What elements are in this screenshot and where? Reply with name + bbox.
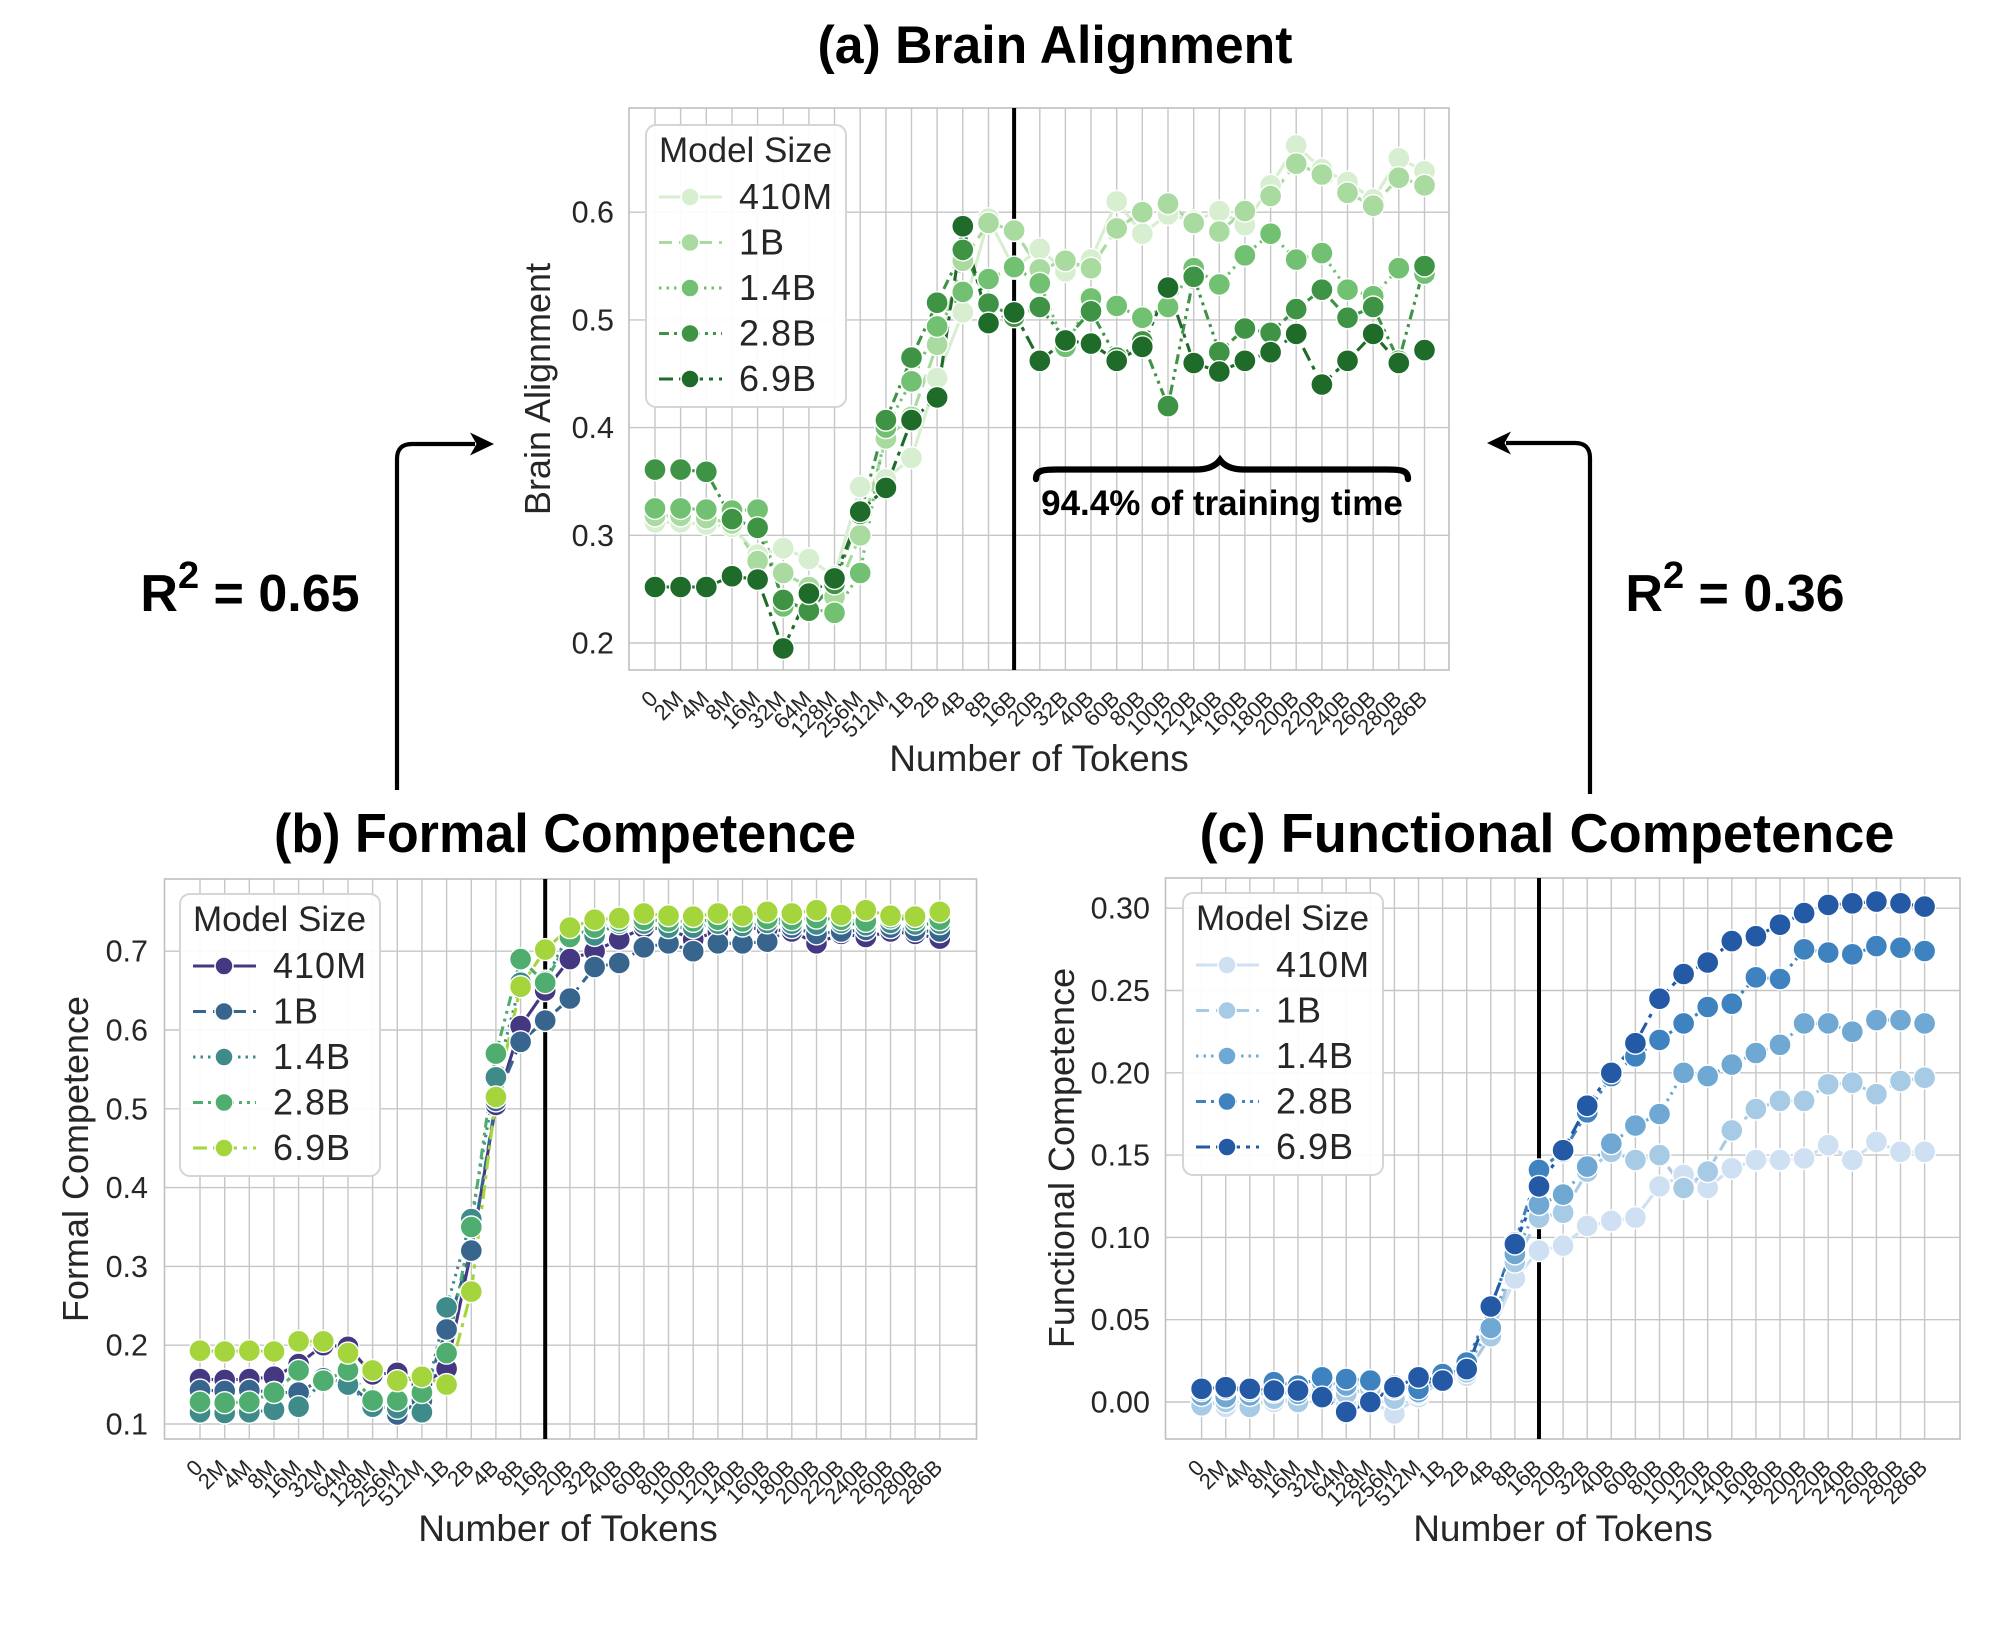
svg-text:1B: 1B: [739, 222, 785, 263]
svg-text:0.3: 0.3: [572, 519, 614, 553]
svg-text:6.9B: 6.9B: [273, 1127, 351, 1168]
svg-text:2.8B: 2.8B: [739, 313, 817, 354]
svg-text:0.7: 0.7: [106, 935, 148, 969]
svg-text:(a) Brain Alignment: (a) Brain Alignment: [818, 16, 1293, 75]
svg-text:0.6: 0.6: [572, 196, 614, 230]
svg-text:0.5: 0.5: [572, 303, 614, 337]
svg-text:1.4B: 1.4B: [739, 267, 817, 308]
svg-text:Functional Competence: Functional Competence: [1041, 968, 1082, 1348]
svg-text:410M: 410M: [739, 176, 833, 217]
svg-text:Formal Competence: Formal Competence: [55, 996, 96, 1322]
svg-text:R2 = 0.65: R2 = 0.65: [140, 555, 359, 623]
svg-text:6.9B: 6.9B: [739, 358, 817, 399]
svg-text:(b) Formal Competence: (b) Formal Competence: [274, 802, 856, 864]
svg-text:410M: 410M: [273, 945, 367, 986]
svg-text:1B: 1B: [273, 991, 319, 1032]
svg-text:0.1: 0.1: [106, 1408, 148, 1442]
svg-text:0.05: 0.05: [1091, 1303, 1150, 1337]
svg-text:6.9B: 6.9B: [1276, 1126, 1354, 1167]
svg-text:Number of Tokens: Number of Tokens: [889, 738, 1189, 779]
svg-text:(c) Functional Competence: (c) Functional Competence: [1200, 802, 1895, 864]
svg-text:0.10: 0.10: [1091, 1221, 1150, 1255]
svg-text:Brain Alignment: Brain Alignment: [517, 263, 558, 515]
svg-text:0.15: 0.15: [1091, 1139, 1150, 1173]
svg-text:0.20: 0.20: [1091, 1056, 1150, 1090]
svg-text:0.30: 0.30: [1091, 892, 1150, 926]
svg-text:0.5: 0.5: [106, 1092, 148, 1126]
svg-text:1B: 1B: [1276, 990, 1322, 1031]
svg-text:1.4B: 1.4B: [1276, 1035, 1354, 1076]
svg-text:410M: 410M: [1276, 944, 1370, 985]
svg-text:0.25: 0.25: [1091, 974, 1150, 1008]
svg-text:0.2: 0.2: [106, 1329, 148, 1363]
svg-text:Model Size: Model Size: [659, 131, 832, 170]
svg-text:2.8B: 2.8B: [273, 1082, 351, 1123]
svg-text:0.2: 0.2: [572, 627, 614, 661]
svg-text:0.3: 0.3: [106, 1250, 148, 1284]
svg-text:0.4: 0.4: [572, 411, 614, 445]
svg-text:0.00: 0.00: [1091, 1386, 1150, 1420]
svg-text:Number of Tokens: Number of Tokens: [418, 1508, 718, 1549]
svg-text:Number of Tokens: Number of Tokens: [1413, 1508, 1713, 1549]
svg-text:94.4% of training time: 94.4% of training time: [1041, 484, 1403, 523]
svg-text:2.8B: 2.8B: [1276, 1081, 1354, 1122]
svg-text:0.4: 0.4: [106, 1171, 148, 1205]
svg-text:0.6: 0.6: [106, 1014, 148, 1048]
svg-text:Model Size: Model Size: [193, 900, 366, 939]
svg-text:R2 = 0.36: R2 = 0.36: [1625, 555, 1844, 623]
svg-text:Model Size: Model Size: [1196, 899, 1369, 938]
svg-text:1.4B: 1.4B: [273, 1036, 351, 1077]
